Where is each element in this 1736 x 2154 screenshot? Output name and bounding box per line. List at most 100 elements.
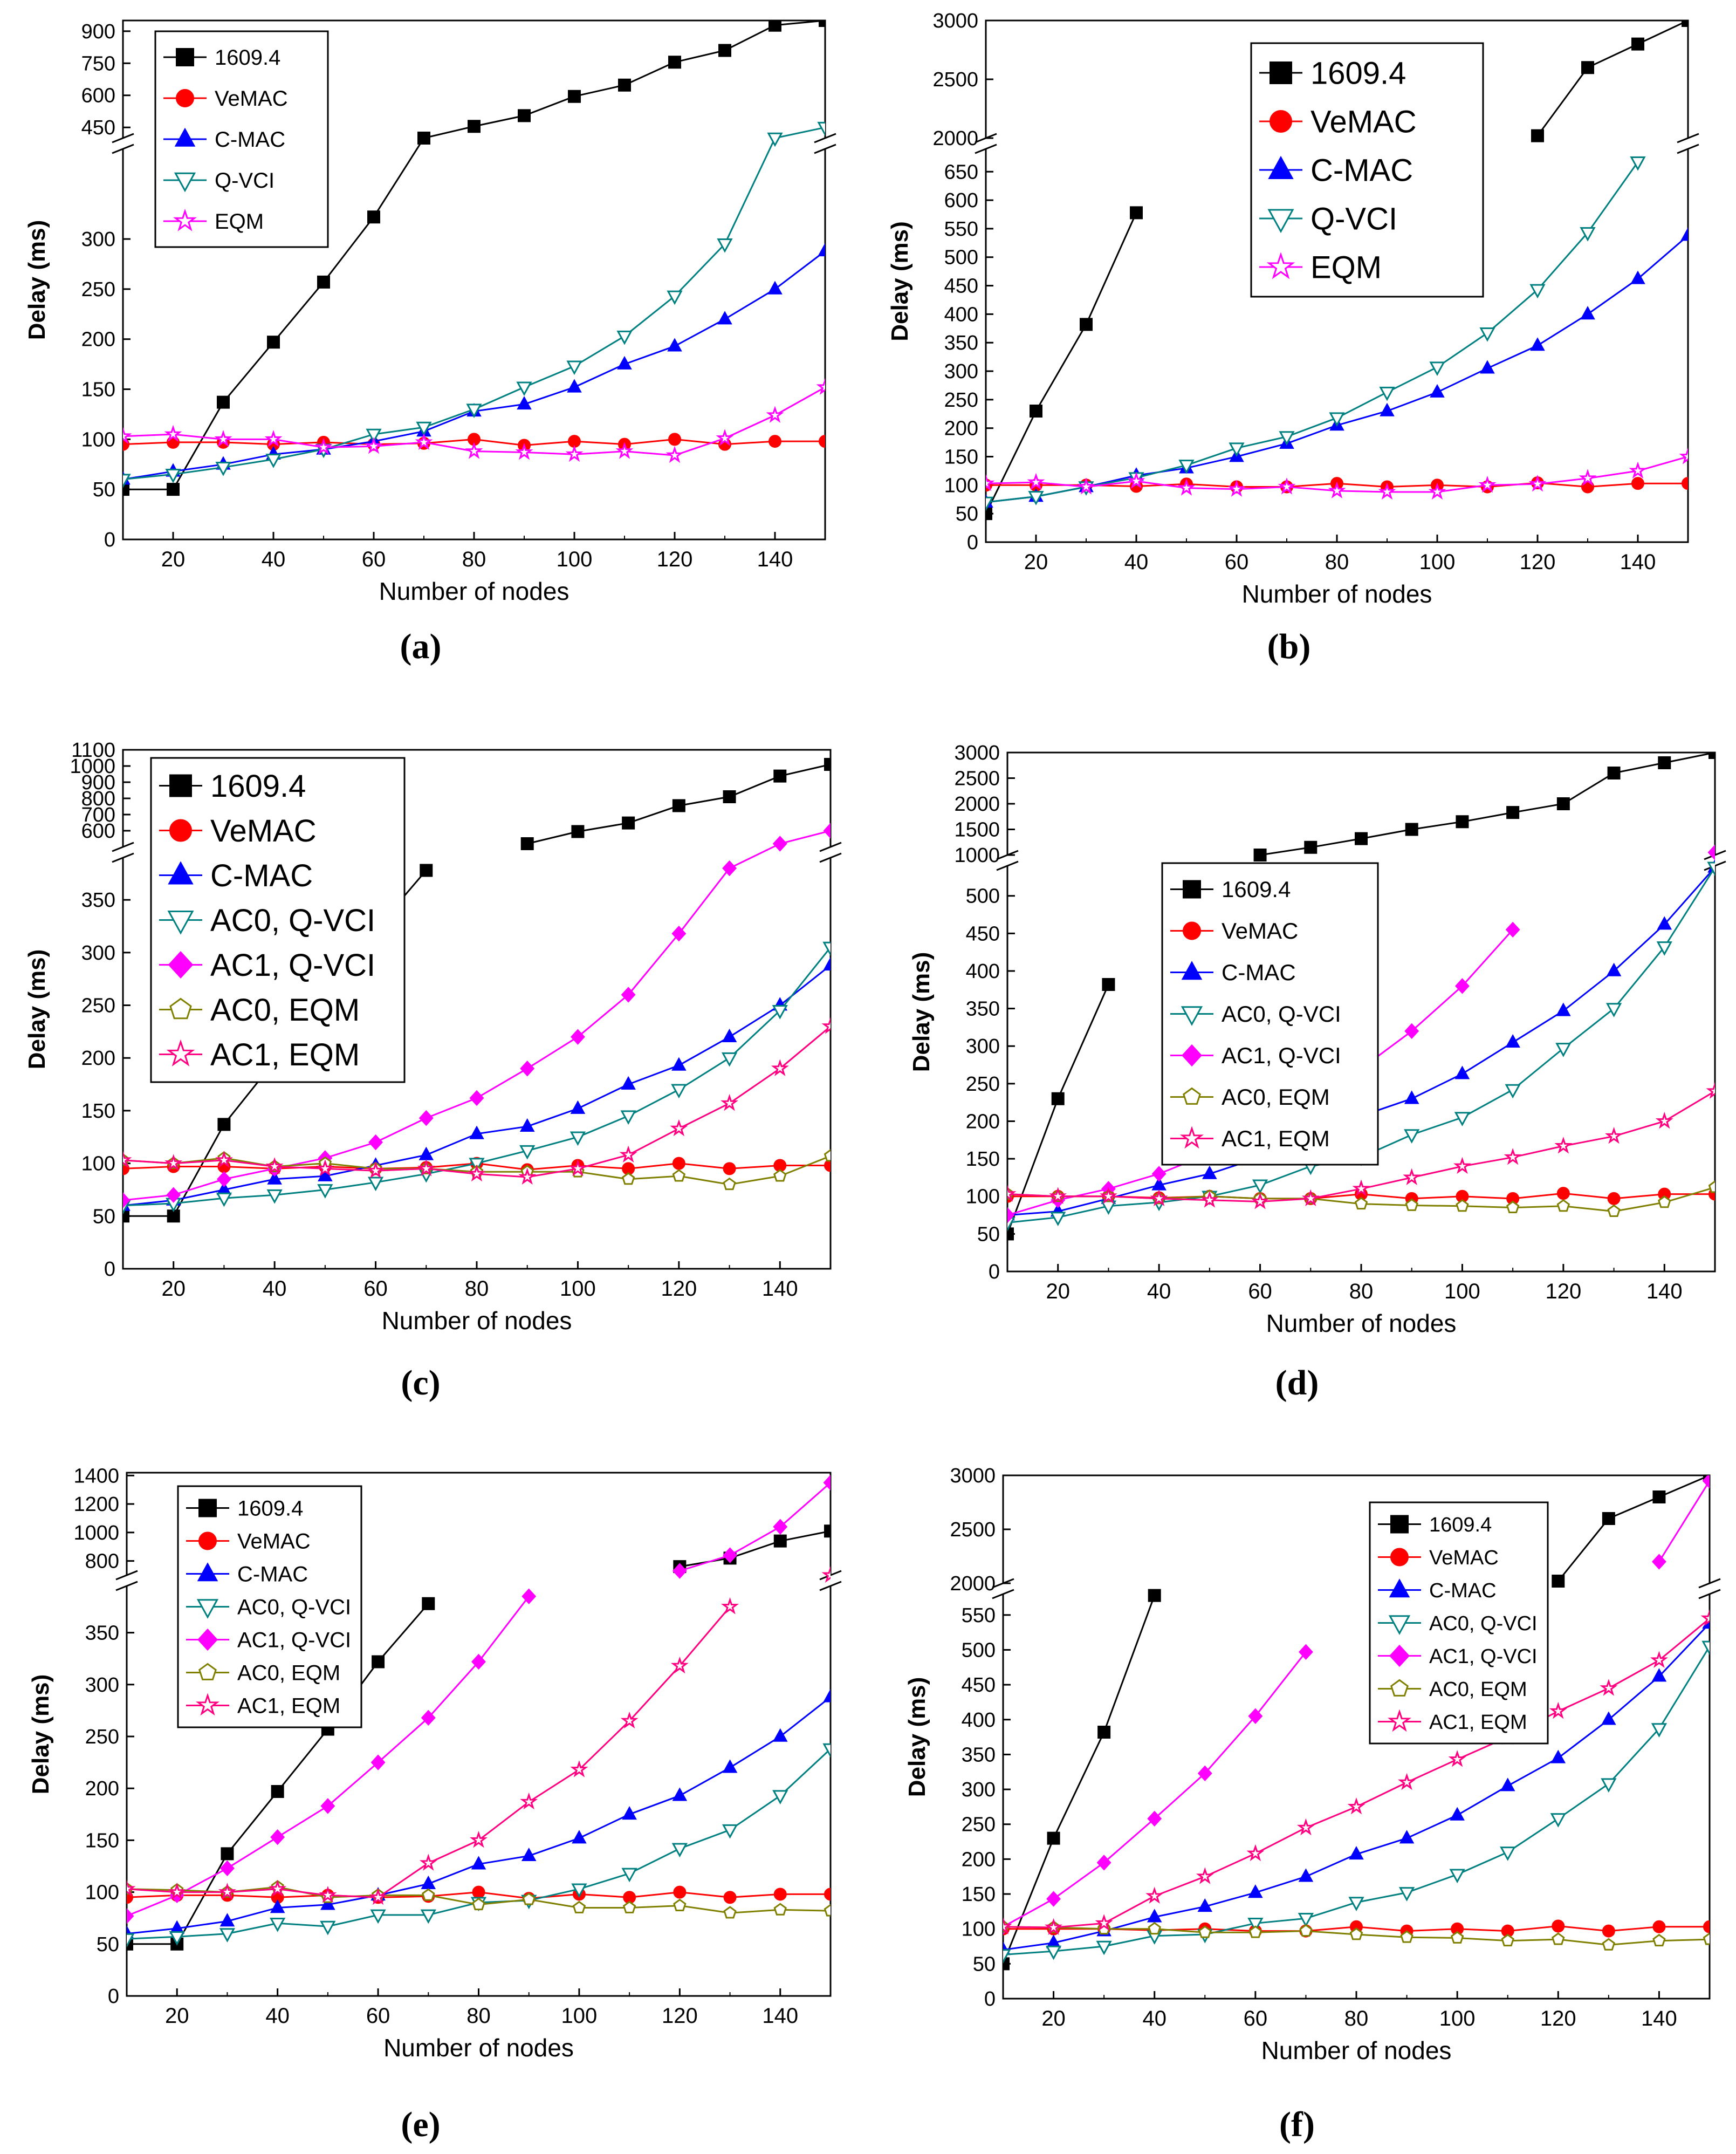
legend-label: AC1, Q-VCI xyxy=(210,948,375,983)
series-group xyxy=(1003,1475,1710,1971)
x-tick-label: 40 xyxy=(263,1277,287,1301)
data-point xyxy=(1556,797,1570,810)
x-tick-label: 60 xyxy=(1248,1280,1272,1303)
legend-label: AC0, Q-VCI xyxy=(237,1596,351,1619)
data-point xyxy=(772,836,787,852)
series-group xyxy=(127,1474,831,1951)
legend-marker xyxy=(198,1663,217,1680)
data-point xyxy=(1506,1200,1520,1213)
legend-label: 1609.4 xyxy=(237,1497,303,1521)
legend-label: AC1, Q-VCI xyxy=(1222,1043,1341,1068)
data-point xyxy=(1602,1924,1615,1938)
y-tick-label: 350 xyxy=(962,1743,996,1766)
data-point xyxy=(767,281,783,295)
y-tick-label: 1000 xyxy=(73,1522,119,1544)
data-point xyxy=(616,330,633,345)
data-point xyxy=(821,1017,831,1034)
axis-break-mark xyxy=(112,143,134,154)
data-point xyxy=(673,1898,687,1911)
data-point xyxy=(671,926,687,942)
data-point xyxy=(316,1159,334,1177)
legend-marker xyxy=(1270,61,1292,84)
y-tick-label: 450 xyxy=(966,922,1000,945)
data-point xyxy=(773,1888,787,1901)
data-point xyxy=(1504,1148,1522,1165)
axis-break-mark xyxy=(819,1581,842,1591)
data-point xyxy=(1147,1810,1162,1827)
legend-marker xyxy=(1183,921,1201,940)
legend-label: C-MAC xyxy=(1222,960,1296,985)
data-point xyxy=(667,338,682,352)
data-point xyxy=(767,132,783,147)
data-point xyxy=(668,433,681,446)
data-point xyxy=(1450,1931,1464,1944)
data-point xyxy=(215,462,231,476)
x-tick-label: 20 xyxy=(161,548,186,571)
x-tick-label: 20 xyxy=(1046,1280,1070,1303)
data-point xyxy=(1655,1112,1673,1129)
legend-label: Q-VCI xyxy=(215,169,275,193)
y-tick-label: 150 xyxy=(81,379,115,401)
data-point xyxy=(1400,1930,1413,1943)
panel-caption: (e) xyxy=(401,2105,440,2144)
series-group xyxy=(123,20,825,496)
data-point xyxy=(370,1754,386,1770)
data-point xyxy=(472,1885,485,1899)
series-line-5 xyxy=(1003,1480,1710,1928)
data-point xyxy=(1707,844,1715,860)
legend-marker xyxy=(197,1628,218,1651)
x-tick-label: 80 xyxy=(1325,550,1349,574)
data-point xyxy=(672,1787,688,1801)
legend-marker xyxy=(197,1562,218,1582)
data-point xyxy=(1505,921,1520,938)
data-point xyxy=(214,429,232,447)
legend-label: VeMAC xyxy=(1429,1547,1499,1569)
data-point xyxy=(1607,1204,1621,1217)
data-point xyxy=(1148,1589,1161,1602)
data-point xyxy=(671,1843,688,1858)
y-tick-label: 2500 xyxy=(932,69,978,91)
data-point xyxy=(672,1169,686,1182)
legend-marker xyxy=(1270,110,1292,133)
axis-break-gap-right xyxy=(1676,138,1700,149)
data-point xyxy=(420,1909,436,1924)
data-point xyxy=(1506,806,1520,819)
axis-break-gap-left xyxy=(111,138,135,149)
data-point xyxy=(772,1790,788,1804)
data-point xyxy=(986,496,994,511)
legend-label: Q-VCI xyxy=(1310,201,1397,236)
data-point xyxy=(1456,815,1469,829)
legend-marker xyxy=(169,997,192,1020)
data-point xyxy=(723,1547,738,1563)
data-point xyxy=(1554,1137,1573,1154)
data-point xyxy=(1680,227,1688,241)
data-point xyxy=(665,446,684,463)
data-point xyxy=(1708,1180,1715,1193)
y-tick-label: 0 xyxy=(108,1985,119,2008)
data-point xyxy=(267,336,280,349)
data-point xyxy=(1405,1198,1418,1211)
series-group xyxy=(1007,753,1715,1241)
legend-marker xyxy=(174,172,196,193)
legend-label: VeMAC xyxy=(237,1530,311,1554)
y-tick-label: 750 xyxy=(81,52,115,75)
data-point xyxy=(1703,1920,1710,1933)
data-point xyxy=(1449,1869,1465,1884)
data-point xyxy=(218,1883,237,1900)
legend-label: C-MAC xyxy=(1310,153,1413,188)
data-point xyxy=(1096,1855,1111,1871)
data-point xyxy=(1046,1891,1061,1907)
data-point xyxy=(165,469,181,483)
data-point xyxy=(1652,1933,1666,1947)
y-tick-label: 100 xyxy=(81,428,115,451)
data-point xyxy=(1398,1773,1416,1790)
y-tick-label: 0 xyxy=(989,1261,1000,1283)
axis-break-mark xyxy=(1698,1578,1721,1589)
y-tick-label: 500 xyxy=(944,247,978,269)
legend-marker xyxy=(196,1599,219,1619)
axis-break-mark xyxy=(814,133,836,143)
legend-label: C-MAC xyxy=(1429,1579,1497,1602)
y-axis-label: Delay (ms) xyxy=(24,949,50,1070)
data-point xyxy=(1045,1945,1062,1960)
y-axis-label: Delay (ms) xyxy=(28,1674,54,1795)
